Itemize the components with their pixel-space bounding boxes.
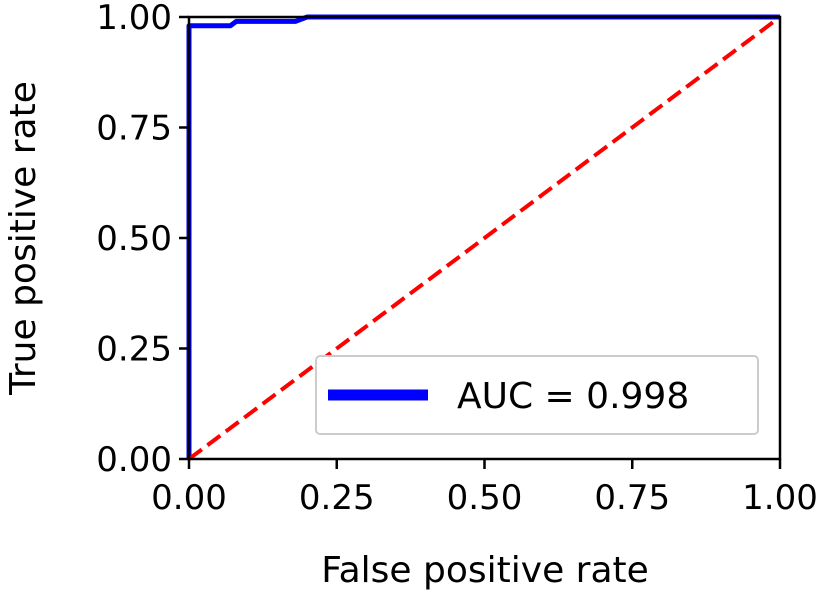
x-tick-label: 0.50: [447, 478, 523, 518]
y-tick-label: 0.50: [96, 219, 172, 259]
legend-label-auc: AUC = 0.998: [457, 376, 689, 417]
y-tick-label: 1.00: [96, 0, 172, 38]
y-tick-label: 0.75: [96, 109, 172, 149]
legend-box: [315, 355, 759, 435]
x-axis-label: False positive rate: [321, 550, 649, 591]
x-tick-label: 1.00: [742, 478, 818, 518]
x-tick-label: 0.00: [151, 478, 227, 518]
x-tick-label: 0.75: [594, 478, 670, 518]
y-tick-label: 0.25: [96, 330, 172, 370]
chance-diagonal-line: [187, 15, 782, 461]
x-tick-label: 0.25: [299, 478, 375, 518]
y-axis-label: True positive rate: [3, 81, 44, 396]
y-tick-label: 0.00: [96, 440, 172, 480]
legend: AUC = 0.998: [315, 355, 759, 435]
